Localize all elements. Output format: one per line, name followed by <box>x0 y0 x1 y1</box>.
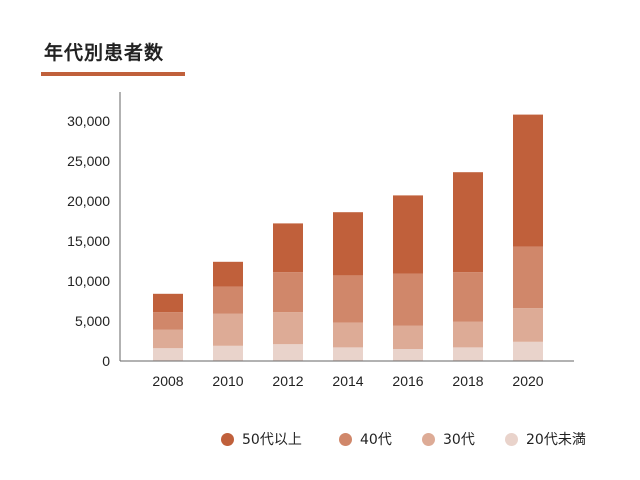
x-tick-label: 2012 <box>272 373 303 389</box>
bar-segment-2014-1 <box>333 322 363 348</box>
legend-label: 40代 <box>360 432 392 448</box>
legend-label: 20代未満 <box>526 432 586 448</box>
x-tick-label: 2008 <box>152 373 183 389</box>
legend-item: 30代 <box>422 429 475 449</box>
legend-item: 40代 <box>339 429 392 449</box>
x-tick-label: 2016 <box>392 373 423 389</box>
y-tick-labels: 0 5,000 10,000 15,000 20,000 25,000 30,000 <box>67 113 110 369</box>
legend-label: 30代 <box>443 432 475 448</box>
bar-segment-2020-1 <box>513 308 543 342</box>
y-tick-label: 5,000 <box>75 313 110 329</box>
bar-segment-2010-0 <box>213 345 243 361</box>
bar-segment-2016-2 <box>393 273 423 326</box>
legend-swatch-icon <box>339 432 352 446</box>
y-tick-label: 10,000 <box>67 273 110 289</box>
bar-segment-2012-0 <box>273 344 303 361</box>
axes-group <box>119 92 574 362</box>
x-tick-label: 2014 <box>332 373 363 389</box>
bar-segment-2018-3 <box>453 172 483 273</box>
bar-segment-2012-3 <box>273 223 303 273</box>
bar-segment-2012-1 <box>273 312 303 345</box>
bar-segment-2018-0 <box>453 347 483 361</box>
bar-segment-2018-2 <box>453 272 483 322</box>
y-tick-label: 30,000 <box>67 113 110 129</box>
chart-title: 年代別患者数 <box>44 42 165 64</box>
legend-swatch-icon <box>221 432 234 446</box>
title-underline <box>41 72 185 76</box>
y-tick-label: 25,000 <box>67 153 110 169</box>
bar-segment-2008-2 <box>153 312 183 330</box>
bar-segment-2016-3 <box>393 195 423 274</box>
bar-segment-2014-2 <box>333 275 363 323</box>
legend-item: 20代未満 <box>505 429 586 449</box>
bar-segment-2008-0 <box>153 348 183 361</box>
bar-segment-2012-2 <box>273 272 303 313</box>
y-tick-label: 20,000 <box>67 193 110 209</box>
legend-item: 50代以上 <box>221 429 302 449</box>
y-tick-label: 15,000 <box>67 233 110 249</box>
bar-segment-2014-3 <box>333 212 363 276</box>
bar-segment-2020-2 <box>513 246 543 309</box>
bar-segment-2008-3 <box>153 293 183 313</box>
bar-segment-2016-1 <box>393 325 423 349</box>
legend-swatch-icon <box>422 432 435 446</box>
bar-segment-2010-3 <box>213 261 243 287</box>
bar-segment-2010-2 <box>213 286 243 314</box>
bar-segment-2014-0 <box>333 347 363 361</box>
bar-segment-2010-1 <box>213 313 243 346</box>
bars-group <box>153 114 543 361</box>
bar-segment-2008-1 <box>153 329 183 349</box>
y-tick-label: 0 <box>102 353 110 369</box>
x-tick-label: 2018 <box>452 373 483 389</box>
legend-swatch-icon <box>505 432 518 446</box>
x-tick-labels: 2008 2010 2012 2014 2016 2018 2020 <box>152 373 543 389</box>
bar-segment-2020-3 <box>513 114 543 247</box>
bar-segment-2016-0 <box>393 349 423 361</box>
x-tick-label: 2020 <box>512 373 543 389</box>
bar-segment-2020-0 <box>513 341 543 361</box>
legend: 50代以上 40代 30代 20代未満 <box>0 429 640 453</box>
bar-segment-2018-1 <box>453 321 483 348</box>
legend-label: 50代以上 <box>242 432 302 448</box>
x-tick-label: 2010 <box>212 373 243 389</box>
